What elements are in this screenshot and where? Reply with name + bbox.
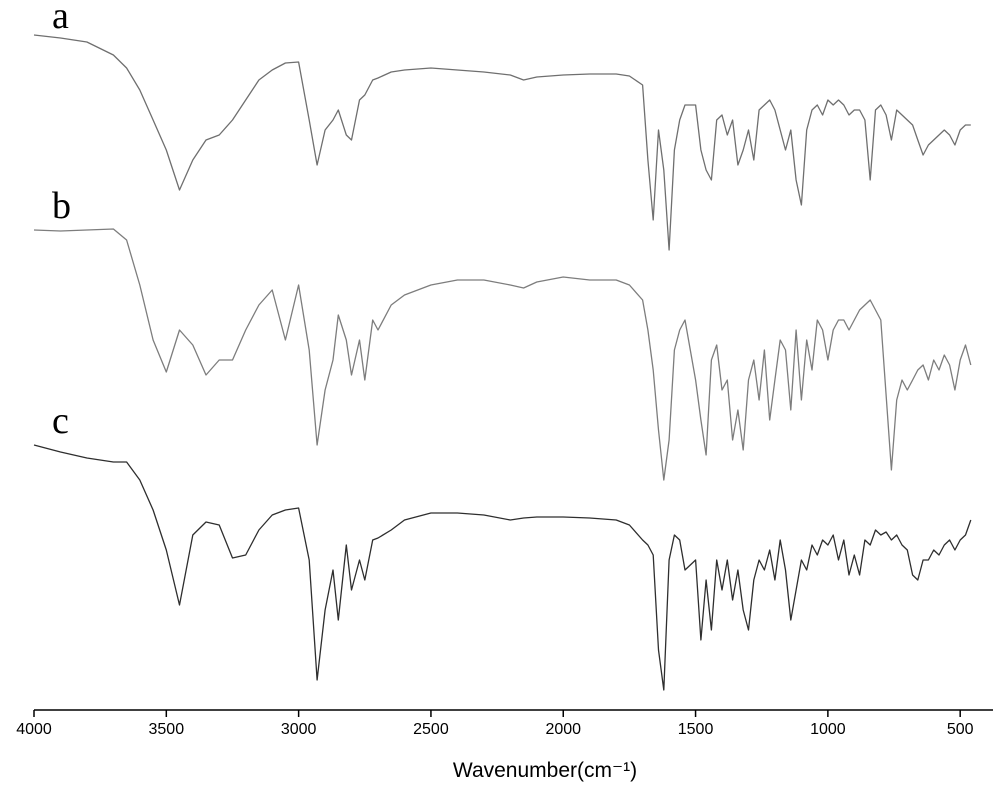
x-tick-label: 500 [947,721,974,738]
x-tick-label: 3000 [281,721,317,738]
x-tick-label: 3500 [149,721,185,738]
x-tick-label: 1000 [810,721,846,738]
spectrum-line [33,34,971,251]
series-label: c [52,400,69,442]
x-tick-label: 2500 [413,721,449,738]
spectrum-line [33,228,972,481]
x-tick-label: 4000 [16,721,52,738]
x-tick-label: 2000 [545,721,581,738]
x-axis-title: Wavenumber(cm⁻¹) [453,759,637,782]
series-label: a [52,0,69,37]
spectrum-line [33,444,972,691]
series-label: b [52,185,71,227]
x-tick-label: 1500 [678,721,714,738]
